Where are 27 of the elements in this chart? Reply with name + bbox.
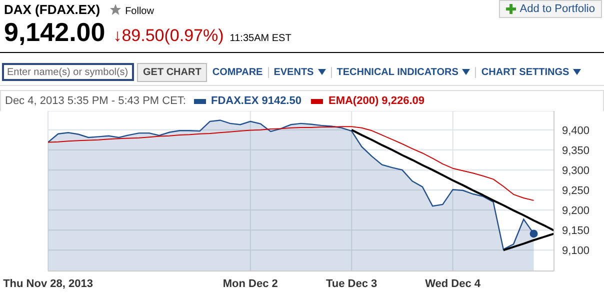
x-tick-label: Mon Dec 2 xyxy=(222,278,278,290)
text: TECHNICAL INDICATORS xyxy=(330,66,476,78)
x-tick-label: Tue Dec 3 xyxy=(326,278,378,290)
text: COMPARE xyxy=(211,66,264,78)
text: ↓89.50(0.97%) xyxy=(113,26,224,46)
text: 11:35AM EST xyxy=(230,33,292,44)
legend-label: EMA(200) 9,226.09 xyxy=(327,95,424,107)
x-tick-label: Thu Nov 28, 2013 xyxy=(3,278,93,290)
x-tick-label: Wed Dec 4 xyxy=(425,278,482,290)
text: Enter name(s) or symbol(s) xyxy=(2,63,134,81)
text: Add to Portfolio xyxy=(498,0,602,18)
y-tick-label: 9,100 xyxy=(562,245,590,258)
y-tick-label: 9,250 xyxy=(562,184,590,197)
chart-title: DAX (FDAX.EX) xyxy=(4,2,100,17)
legend-title: Dec 4, 2013 5:35 PM - 5:43 PM CET: xyxy=(5,95,186,107)
y-tick-label: 9,400 xyxy=(562,124,590,137)
legend-label: FDAX.EX 9142.50 xyxy=(210,95,302,107)
text: GET CHART xyxy=(137,62,208,82)
y-tick-label: 9,200 xyxy=(562,204,590,217)
y-tick-label: 9,300 xyxy=(562,164,590,177)
text: EVENTS xyxy=(268,66,331,78)
text: CHART SETTINGS xyxy=(475,66,586,78)
chart-subtitle: 9,142.00 xyxy=(4,17,106,48)
text: Follow xyxy=(125,6,154,17)
y-tick-label: 9,150 xyxy=(562,225,590,238)
line-series xyxy=(48,126,534,201)
y-tick-label: 9,350 xyxy=(562,144,590,157)
